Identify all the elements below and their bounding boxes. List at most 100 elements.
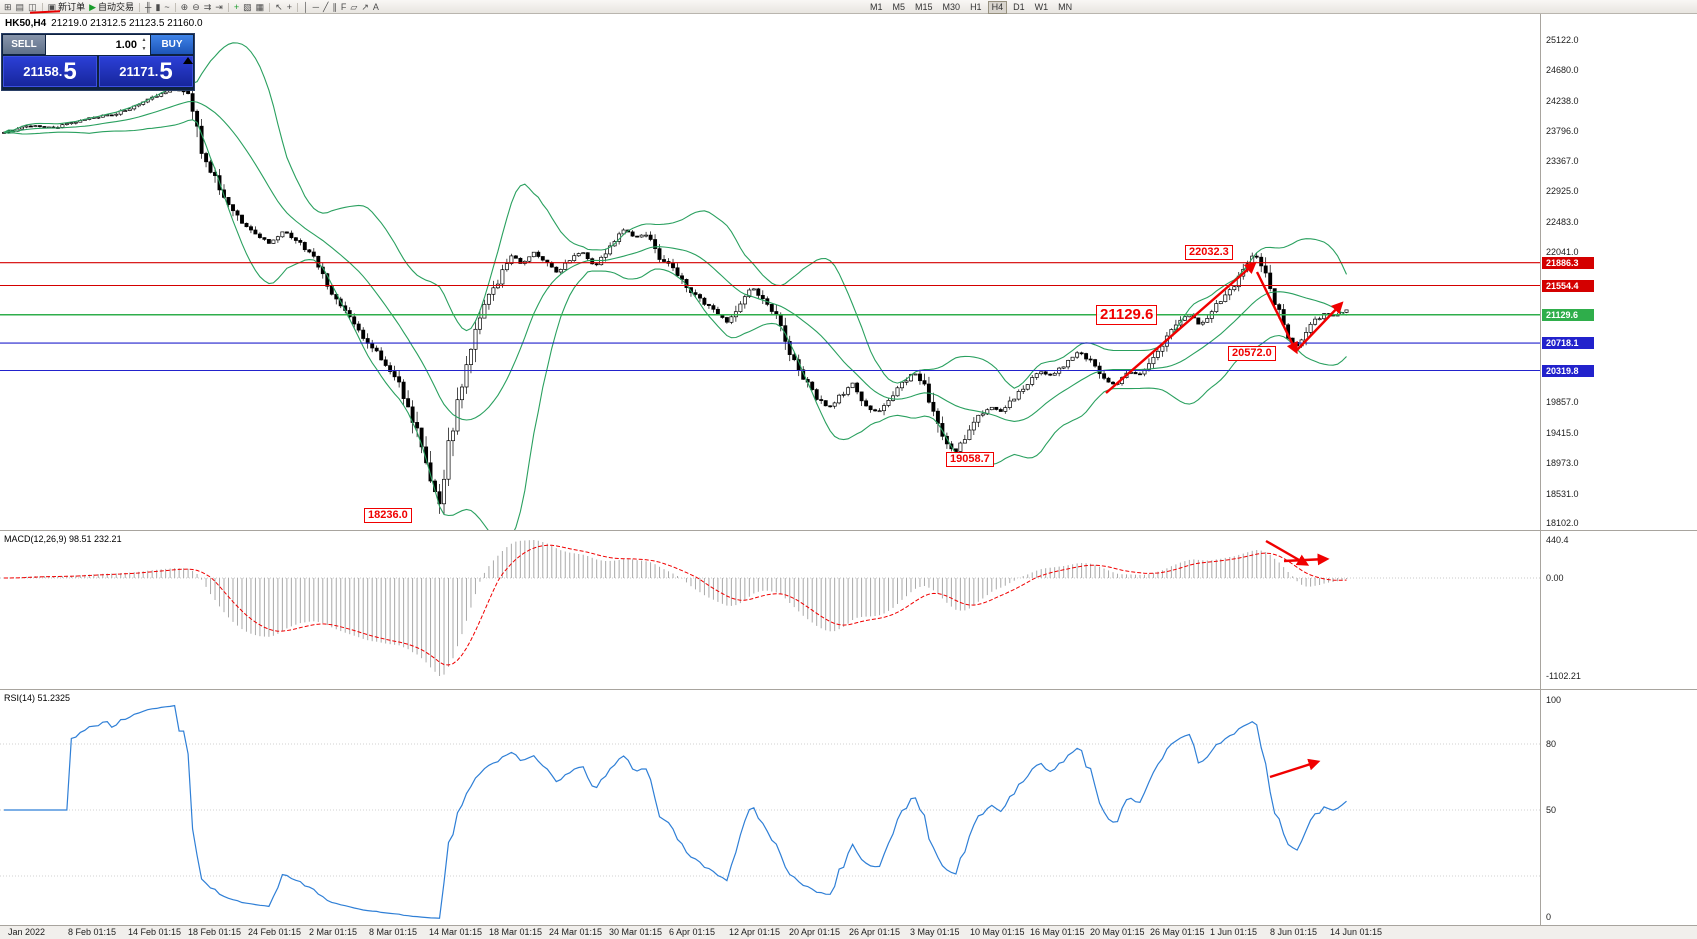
- cursor-icon-glyph: ↖: [275, 2, 283, 12]
- toolbar-separator: [227, 2, 229, 12]
- trend-arrow[interactable]: [1255, 271, 1298, 355]
- line-chart-icon[interactable]: ~: [162, 1, 171, 13]
- macd-axis-label: 440.4: [1546, 535, 1569, 545]
- price-annotation[interactable]: 20572.0: [1228, 346, 1276, 361]
- timeframe-m1[interactable]: M1: [870, 2, 883, 12]
- auto-scroll-icon[interactable]: ⇉: [202, 1, 214, 13]
- price-axis-label: 22925.0: [1546, 186, 1579, 196]
- periods-icon-glyph: ▧: [243, 2, 252, 12]
- auto-trading-button-glyph: ▶: [89, 2, 97, 12]
- chart-ohlc-values: 21219.0 21312.5 21123.5 21160.0: [51, 18, 203, 29]
- buy-button[interactable]: BUY: [151, 35, 193, 54]
- crosshair-icon[interactable]: +: [285, 1, 294, 13]
- macd-panel[interactable]: [0, 540, 1540, 676]
- price-annotation[interactable]: 18236.0: [364, 508, 412, 523]
- fibonacci-icon[interactable]: F: [339, 1, 349, 13]
- trend-arrow-annotations[interactable]: [1105, 261, 1344, 779]
- sell-button[interactable]: SELL: [3, 35, 45, 54]
- arrows-icon[interactable]: ↗: [359, 1, 371, 13]
- price-axis-label: 22483.0: [1546, 217, 1579, 227]
- shapes-icon[interactable]: ▱: [348, 1, 359, 13]
- macd-histogram: [7, 540, 1348, 676]
- time-axis-label: 16 May 01:15: [1030, 927, 1085, 937]
- price-annotation[interactable]: 21129.6: [1096, 305, 1158, 325]
- price-axis-label: 19857.0: [1546, 397, 1579, 407]
- vertical-line-icon[interactable]: │: [301, 1, 311, 13]
- rsi-indicator-label: RSI(14) 51.2325: [4, 693, 71, 703]
- time-axis-label: 24 Mar 01:15: [549, 927, 603, 937]
- price-annotation[interactable]: 19058.7: [946, 452, 994, 467]
- shapes-icon-glyph: ▱: [350, 2, 358, 12]
- bar-chart-icon[interactable]: ╫: [143, 1, 153, 13]
- price-level-tag: 21129.6: [1542, 309, 1594, 321]
- price-annotation[interactable]: 22032.3: [1185, 245, 1233, 260]
- trend-arrow[interactable]: [1269, 758, 1321, 779]
- timeframe-toolbar: M1 M5 M15 M30 H1 H4 D1 W1 MN: [865, 1, 1077, 14]
- cursor-icon[interactable]: ↖: [273, 1, 285, 13]
- trend-arrow[interactable]: [1105, 261, 1257, 394]
- timeframe-d1[interactable]: D1: [1013, 2, 1025, 12]
- timeframe-m15[interactable]: M15: [915, 2, 933, 12]
- buy-price-button[interactable]: 21171. 5: [99, 56, 193, 87]
- vertical-line-icon-glyph: │: [302, 2, 309, 12]
- zoom-in-icon[interactable]: ⊕: [179, 1, 191, 13]
- new-chart-icon[interactable]: ⊞: [2, 1, 14, 13]
- chart-symbol: HK50,H4: [5, 18, 47, 29]
- rsi-axis-label: 50: [1546, 805, 1557, 815]
- volume-down-button[interactable]: ▼: [141, 45, 147, 52]
- candlestick-chart-icon[interactable]: ▮: [153, 1, 162, 13]
- horizontal-line-icon[interactable]: ─: [311, 1, 321, 13]
- macd-axis-label: 0.00: [1546, 573, 1564, 583]
- channel-icon[interactable]: ∥: [330, 1, 339, 13]
- toolbar: ⊞ ▤ ◫ ▣ 新订单 ▶ 自动交易 ╫ ▮ ~ ⊕ ⊖ ⇉ ⇥ + ▧ ▦ ↖ + │ ─ ╱ ∥ F ▱ ↗ A M1 M5 M15…: [0, 0, 1697, 14]
- ask-price-big-digit: 5: [159, 57, 173, 85]
- periods-icon[interactable]: ▧: [241, 1, 254, 13]
- profiles-icon[interactable]: ▤: [14, 1, 27, 13]
- volume-up-button[interactable]: ▲: [141, 37, 147, 43]
- templates-icon[interactable]: ▦: [254, 1, 267, 13]
- horizontal-level-lines[interactable]: [0, 262, 1540, 372]
- arrows-icon-glyph: ↗: [361, 2, 369, 12]
- rsi-axis-label: 0: [1546, 912, 1552, 922]
- channel-icon-glyph: ∥: [332, 2, 337, 12]
- price-axis[interactable]: 25122.0 24680.0 24238.0 23796.0 23367.0 22925…: [1541, 0, 1697, 939]
- timeframe-m5[interactable]: M5: [892, 2, 906, 12]
- price-axis-label: 23796.0: [1546, 126, 1579, 136]
- time-axis-label: 14 Jun 01:15: [1330, 927, 1383, 937]
- timeframe-w1[interactable]: W1: [1034, 2, 1049, 12]
- line-chart-icon-glyph: ~: [164, 2, 170, 12]
- horizontal-line-icon-glyph: ─: [312, 2, 319, 12]
- ask-price-main: 21171.: [119, 64, 159, 79]
- zoom-out-icon[interactable]: ⊖: [190, 1, 202, 13]
- candlestick-chart-icon-glyph: ▮: [155, 2, 161, 12]
- timeframe-m30[interactable]: M30: [942, 2, 961, 12]
- rsi-axis-label: 100: [1546, 695, 1562, 705]
- trend-arrow[interactable]: [1283, 553, 1330, 566]
- timeframe-h1[interactable]: H1: [970, 2, 982, 12]
- text-icon-glyph: A: [372, 2, 379, 12]
- auto-trading-button[interactable]: ▶ 自动交易: [87, 1, 136, 13]
- auto-scroll-icon-glyph: ⇉: [203, 2, 212, 12]
- main-chart-panel[interactable]: [2, 42, 1349, 541]
- chart-windows-icon[interactable]: ◫: [26, 1, 39, 13]
- indicators-icon-glyph: +: [233, 2, 240, 12]
- timeframe-mn[interactable]: MN: [1058, 2, 1073, 12]
- time-axis[interactable]: Jan 2022 8 Feb 01:15 14 Feb 01:15 18 Feb 01…: [0, 926, 1697, 939]
- new-order-button[interactable]: ▣ 新订单: [46, 1, 88, 13]
- volume-input[interactable]: [46, 35, 150, 55]
- trendline-icon[interactable]: ╱: [321, 1, 330, 13]
- timeframe-h4[interactable]: H4: [987, 1, 1008, 14]
- chart-shift-icon[interactable]: ⇥: [213, 1, 225, 13]
- price-level-tag: 21886.3: [1542, 257, 1594, 269]
- text-icon[interactable]: A: [371, 1, 381, 13]
- price-level-tag: 20718.1: [1542, 337, 1594, 349]
- rsi-panel[interactable]: [0, 704, 1540, 919]
- trend-arrow[interactable]: [1296, 301, 1344, 351]
- sell-price-button[interactable]: 21158. 5: [3, 56, 97, 87]
- time-axis-label: 18 Mar 01:15: [489, 927, 543, 937]
- time-axis-label: 10 May 01:15: [970, 927, 1025, 937]
- indicators-icon[interactable]: +: [232, 1, 241, 13]
- trade-panel-toggle-arrow[interactable]: [183, 57, 193, 64]
